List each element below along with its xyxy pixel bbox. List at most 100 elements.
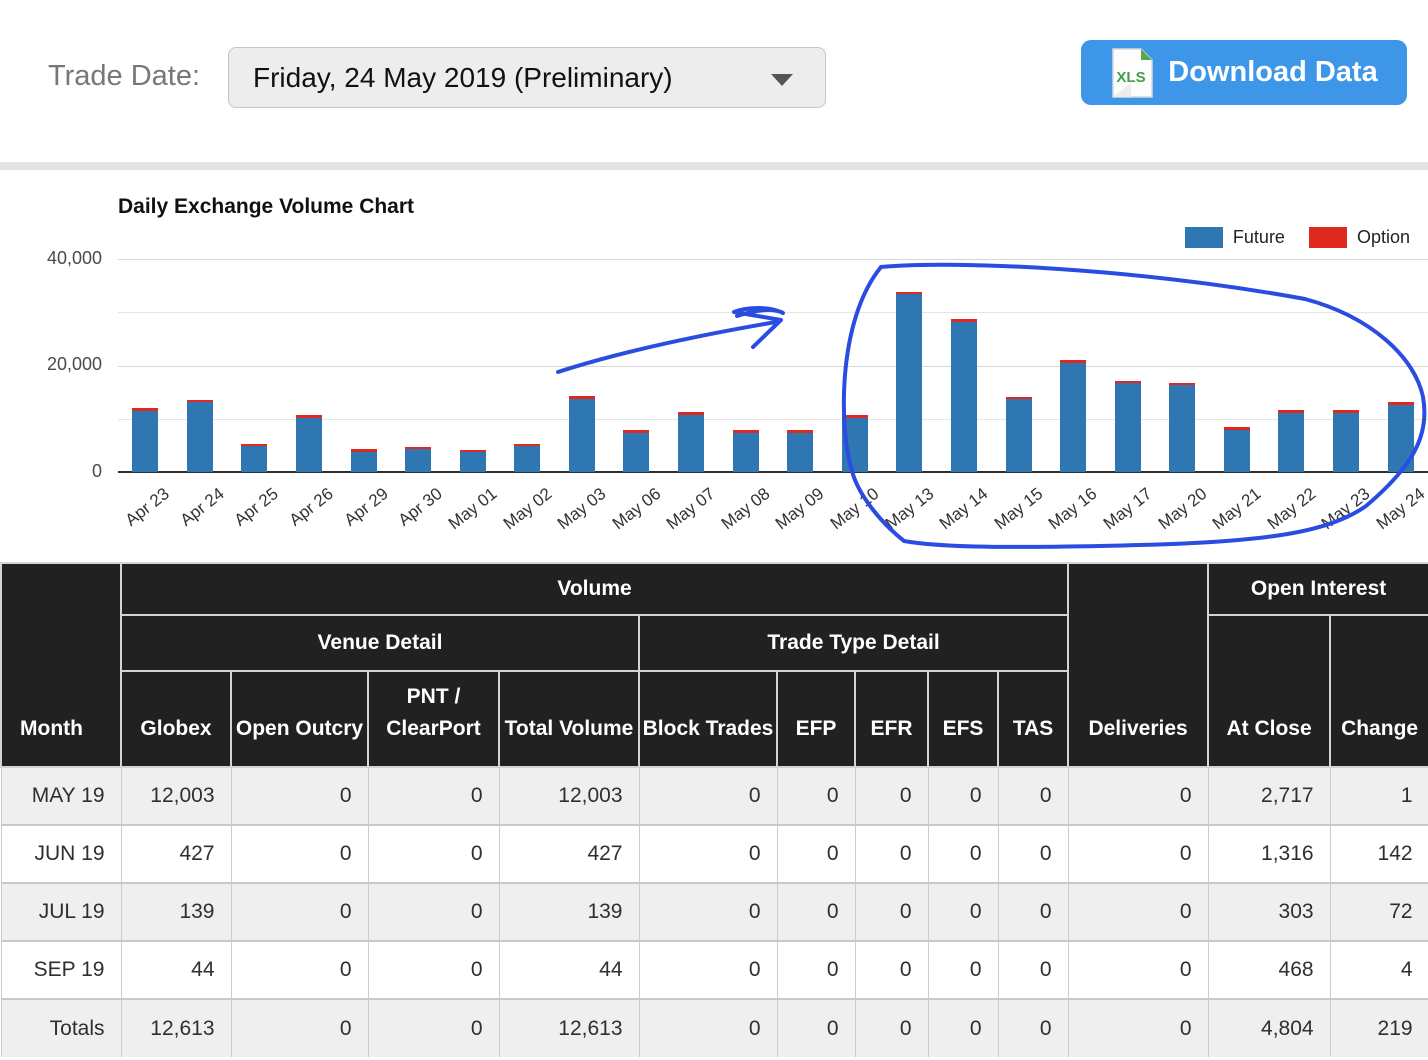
legend-swatch-option: [1308, 227, 1347, 248]
x-axis-label: Apr 26: [285, 484, 337, 530]
bar-slot: Apr 29: [336, 259, 391, 530]
bar-option-segment: [514, 443, 541, 447]
value-cell: 0: [638, 940, 778, 999]
bar-future-segment: [132, 410, 159, 472]
bar-slot: Apr 23: [118, 259, 173, 530]
header-change: Change: [1329, 614, 1428, 768]
x-axis-label: May 17: [1099, 484, 1156, 534]
value-cell: 0: [1067, 940, 1209, 999]
bar-slot: Apr 25: [227, 259, 282, 530]
value-cell: 2,717: [1207, 766, 1331, 825]
value-cell: 1,316: [1207, 824, 1331, 883]
value-cell: 0: [854, 766, 929, 825]
divider-band: [0, 162, 1428, 170]
bar-future-segment: [1169, 385, 1196, 472]
value-cell: 0: [1067, 882, 1209, 941]
bar-future-segment: [841, 417, 868, 472]
header-total-volume: Total Volume: [498, 670, 640, 768]
x-axis-label: Apr 23: [121, 484, 173, 530]
value-cell: 44: [120, 940, 232, 999]
download-data-button[interactable]: XLS Download Data: [1081, 40, 1407, 105]
value-cell: 0: [997, 882, 1069, 941]
header-open-interest: Open Interest: [1207, 562, 1428, 616]
x-axis-label: May 07: [663, 484, 719, 534]
bar-slot: May 13: [881, 259, 937, 533]
bar-future-segment: [623, 432, 650, 472]
table-row: Totals 12,613 0 0 12,613 0 0 0 0 0 0 4,804 219: [0, 998, 1428, 1057]
stacked-bar: [186, 399, 213, 472]
x-axis-label: May 21: [1208, 484, 1265, 534]
bar-future-segment: [1060, 362, 1087, 472]
bar-future-segment: [732, 432, 759, 472]
x-axis-label: May 10: [826, 484, 883, 534]
x-axis-label: May 01: [444, 484, 501, 534]
stacked-bar: [459, 449, 486, 472]
trade-date-value: Friday, 24 May 2019 (Preliminary): [253, 61, 673, 93]
bar-slot: Apr 26: [282, 259, 337, 530]
stacked-bar: [1333, 410, 1359, 472]
value-cell: 0: [1067, 824, 1209, 883]
bar-future-segment: [186, 402, 213, 472]
table-row: MAY 19 12,003 0 0 12,003 0 0 0 0 0 0 2,717 1: [0, 766, 1428, 825]
value-cell: 0: [638, 998, 778, 1057]
value-cell: 0: [776, 824, 856, 883]
month-cell: SEP 19: [0, 940, 122, 999]
svg-text:XLS: XLS: [1117, 69, 1146, 86]
y-axis-label-20000: 20,000: [46, 354, 102, 374]
value-cell: 303: [1207, 882, 1331, 941]
value-cell: 0: [638, 766, 778, 825]
bar-future-segment: [1114, 383, 1141, 472]
stacked-bar: [405, 446, 432, 472]
stacked-bar: [623, 430, 650, 472]
bar-slot: May 23: [1318, 259, 1374, 533]
bar-slot: May 03: [554, 259, 610, 533]
bar-option-segment: [405, 446, 432, 450]
value-cell: 0: [1067, 998, 1209, 1057]
stacked-bar: [678, 412, 705, 472]
bar-slot: May 15: [991, 259, 1046, 533]
value-cell: 44: [498, 940, 640, 999]
bar-future-segment: [1223, 429, 1250, 472]
value-cell: 0: [854, 940, 929, 999]
bar-slot: May 02: [499, 259, 555, 533]
header-efp: EFP: [776, 670, 856, 768]
bar-future-segment: [787, 432, 814, 472]
stacked-bar: [1060, 360, 1087, 472]
value-cell: 4,804: [1207, 998, 1331, 1057]
x-axis-label: May 02: [499, 484, 556, 534]
value-cell: 219: [1329, 998, 1428, 1057]
x-axis-label: May 20: [1154, 484, 1210, 534]
header-volume: Volume: [119, 562, 1070, 616]
value-cell: 0: [367, 882, 500, 941]
bar-future-segment: [896, 294, 923, 472]
bar-future-segment: [350, 451, 377, 472]
stacked-bar: [132, 408, 159, 472]
bar-future-segment: [678, 414, 705, 472]
header-open-outcry: Open Outcry: [230, 670, 369, 768]
bar-future-segment: [241, 446, 268, 472]
value-cell: 0: [997, 766, 1069, 825]
x-axis-label: May 16: [1045, 484, 1101, 534]
value-cell: 0: [367, 940, 500, 999]
trade-date-select[interactable]: Friday, 24 May 2019 (Preliminary): [228, 47, 826, 108]
value-cell: 0: [638, 882, 778, 941]
x-axis-label: May 15: [990, 484, 1047, 534]
bar-slot: May 06: [609, 259, 664, 533]
toolbar: Trade Date: Friday, 24 May 2019 (Prelimi…: [0, 0, 1428, 162]
legend-item-option: Option: [1308, 227, 1410, 248]
value-cell: 0: [1067, 766, 1209, 825]
value-cell: 0: [854, 824, 929, 883]
header-tas: TAS: [996, 670, 1070, 768]
value-cell: 12,003: [498, 766, 640, 825]
value-cell: 0: [854, 998, 929, 1057]
stacked-bar: [350, 449, 377, 472]
bar-slot: May 24: [1373, 259, 1428, 533]
value-cell: 0: [776, 940, 856, 999]
x-axis-label: Apr 24: [176, 484, 228, 530]
chevron-down-icon: [771, 74, 793, 86]
x-axis-label: Apr 25: [230, 484, 283, 530]
header-deliveries: Deliveries: [1067, 562, 1210, 768]
x-axis-label: Apr 29: [340, 484, 392, 530]
value-cell: 142: [1329, 824, 1428, 883]
x-axis-label: May 09: [772, 484, 828, 534]
